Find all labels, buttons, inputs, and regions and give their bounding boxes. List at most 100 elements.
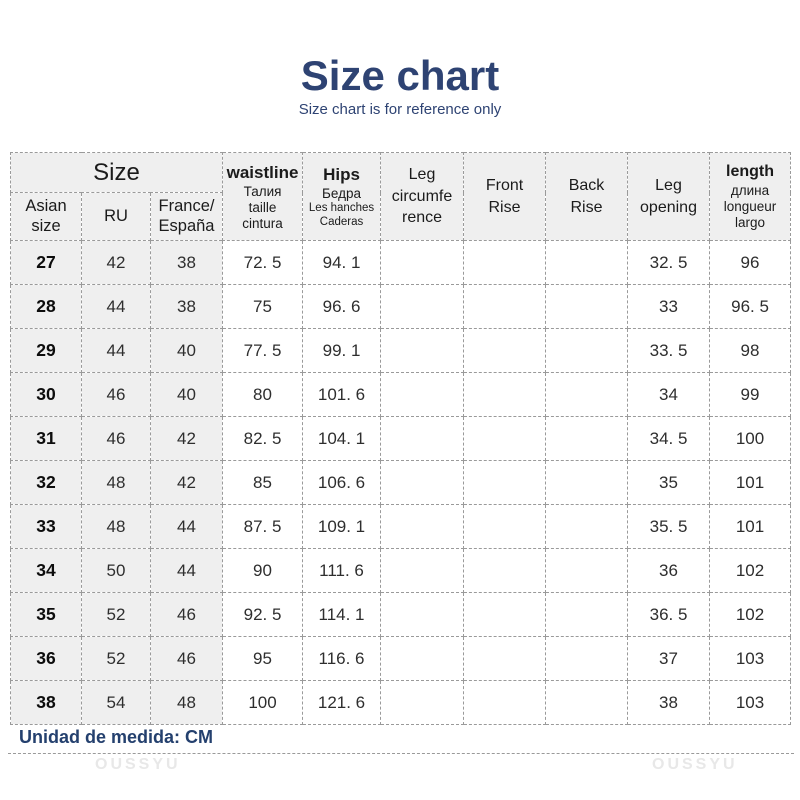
leg-circumference-header: Leg circumfe rence [380,152,465,241]
france-cell: 38 [149,240,224,285]
leg-opening-cell: 37 [627,636,711,681]
leg-circumference-cell [380,416,465,461]
waistline-cell: 77. 5 [222,328,304,373]
front-rise-cell [463,680,547,725]
length-cell: 98 [709,328,792,373]
france-cell: 46 [149,592,224,637]
header-row: Size waistline Талия taille cintura Hips… [9,152,792,241]
france-cell: 40 [149,372,224,417]
front-rise-cell [463,328,547,373]
ru-cell: 46 [81,416,151,461]
length-cell: 103 [709,680,792,725]
asian-size-cell: 38 [10,680,82,725]
length-cell: 102 [709,548,792,593]
waistline-cell: 87. 5 [222,504,304,549]
length-header: length длина longueur largo [709,152,792,241]
leg-circumference-cell [380,592,465,637]
hips-cell: 104. 1 [302,416,382,461]
france-cell: 40 [149,328,224,373]
france-cell: 42 [149,416,224,461]
france-cell: 38 [149,284,224,329]
waistline-cell: 95 [222,636,304,681]
watermark-text: OUSSYU [95,756,181,773]
waistline-cell: 80 [222,372,304,417]
back-rise-header: Back Rise [545,152,629,241]
leg-circumference-cell [380,636,465,681]
front-rise-cell [463,284,547,329]
waistline-cell: 75 [222,284,304,329]
table-row: 30 46 40 80 101. 6 34 99 [10,372,792,417]
leg-opening-cell: 38 [627,680,711,725]
waistline-cell: 85 [222,460,304,505]
size-chart-table: Size waistline Талия taille cintura Hips… [9,152,792,725]
leg-circumference-cell [380,372,465,417]
leg-opening-cell: 36. 5 [627,592,711,637]
ru-cell: 44 [81,284,151,329]
hips-cell: 121. 6 [302,680,382,725]
france-espana-header: France/ España [149,192,224,241]
waistline-header: waistline Талия taille cintura [222,152,304,241]
back-rise-cell [545,416,629,461]
hips-cell: 116. 6 [302,636,382,681]
waistline-cell: 72. 5 [222,240,304,285]
leg-circumference-cell [380,504,465,549]
page-subtitle: Size chart is for reference only [298,101,502,118]
waistline-cell: 82. 5 [222,416,304,461]
leg-opening-header: Leg opening [627,152,711,241]
waistline-cell: 100 [222,680,304,725]
asian-size-cell: 36 [10,636,82,681]
asian-size-cell: 31 [10,416,82,461]
table-row: 31 46 42 82. 5 104. 1 34. 5 100 [10,416,792,461]
unit-note: Unidad de medida: CM [19,727,214,747]
leg-opening-cell: 35 [627,460,711,505]
watermark-text: OUSSYU [652,756,738,773]
asian-size-cell: 27 [10,240,82,285]
length-cell: 99 [709,372,792,417]
table-body: 27 42 38 72. 5 94. 1 32. 5 96 28 44 38 7… [10,240,792,725]
hips-cell: 94. 1 [302,240,382,285]
leg-opening-cell: 34 [627,372,711,417]
table-row: 38 54 48 100 121. 6 38 103 [10,680,792,725]
ru-cell: 48 [81,504,151,549]
leg-opening-cell: 34. 5 [627,416,711,461]
length-cell: 103 [709,636,792,681]
back-rise-cell [545,636,629,681]
front-rise-cell [463,372,547,417]
leg-circumference-cell [380,548,465,593]
ru-cell: 48 [81,460,151,505]
length-cell: 96 [709,240,792,285]
back-rise-cell [545,460,629,505]
hips-translations-other: Les hanches Caderas [308,201,375,228]
leg-circumference-cell [380,460,465,505]
asian-size-header: Asian size [10,192,82,241]
hips-cell: 114. 1 [302,592,382,637]
front-rise-cell [463,592,547,637]
back-rise-cell [545,504,629,549]
france-cell: 42 [149,460,224,505]
leg-opening-cell: 33 [627,284,711,329]
leg-opening-cell: 32. 5 [627,240,711,285]
page-title: Size chart [300,52,500,99]
france-cell: 44 [149,504,224,549]
france-cell: 44 [149,548,224,593]
length-cell: 101 [709,504,792,549]
size-group-header: Size [9,152,224,193]
leg-circumference-cell [380,284,465,329]
table-row: 27 42 38 72. 5 94. 1 32. 5 96 [10,240,792,285]
hips-cell: 101. 6 [302,372,382,417]
table-row: 33 48 44 87. 5 109. 1 35. 5 101 [10,504,792,549]
back-rise-cell [545,548,629,593]
france-cell: 46 [149,636,224,681]
waistline-translations: Талия taille cintura [242,183,283,231]
hips-label: Hips [323,164,360,184]
table-row: 36 52 46 95 116. 6 37 103 [10,636,792,681]
hips-cell: 109. 1 [302,504,382,549]
leg-circumference-cell [380,680,465,725]
hips-header: Hips Бедра Les hanches Caderas [302,152,382,241]
leg-circumference-cell [380,328,465,373]
length-cell: 100 [709,416,792,461]
back-rise-cell [545,680,629,725]
subheader-row: Asian size RU France/ España [10,192,791,241]
ru-cell: 46 [81,372,151,417]
length-cell: 101 [709,460,792,505]
